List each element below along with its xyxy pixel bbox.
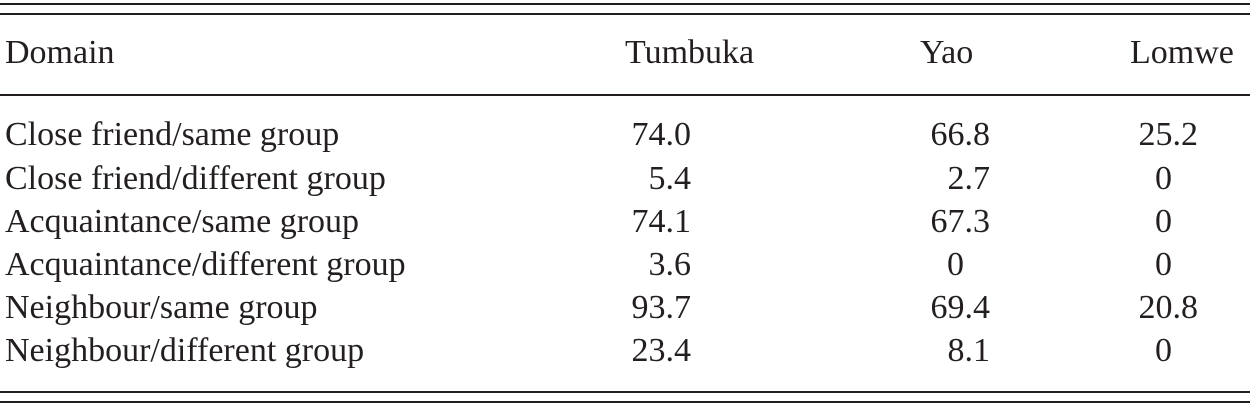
value-cell: 93.7 xyxy=(632,289,692,326)
row-label: Close friend/same group xyxy=(5,116,339,153)
value-cell: 0 xyxy=(1155,246,1172,283)
value-cell: 23.4 xyxy=(632,332,692,369)
value-cell: 66.8 xyxy=(931,116,991,153)
value-cell: 67.3 xyxy=(931,203,991,240)
row-label: Neighbour/same group xyxy=(5,289,318,326)
value-cell: 5.4 xyxy=(649,160,692,197)
value-cell: 2.7 xyxy=(948,160,991,197)
value-cell: 25.2 xyxy=(1139,116,1199,153)
value-cell: 69.4 xyxy=(931,289,991,326)
value-cell: 20.8 xyxy=(1139,289,1199,326)
header-cell: Tumbuka xyxy=(625,34,754,71)
value-cell: 0 xyxy=(1155,203,1172,240)
value-cell: 74.0 xyxy=(632,116,692,153)
header-cell: Lomwe xyxy=(1130,34,1234,71)
value-cell: 74.1 xyxy=(632,203,692,240)
header-cell: Domain xyxy=(5,34,115,71)
header-cell: Yao xyxy=(920,34,973,71)
value-cell: 3.6 xyxy=(649,246,692,283)
row-label: Close friend/different group xyxy=(5,160,386,197)
value-cell: 0 xyxy=(1155,160,1172,197)
value-cell: 0 xyxy=(947,246,964,283)
row-label: Acquaintance/same group xyxy=(5,203,359,240)
row-label: Neighbour/different group xyxy=(5,332,364,369)
value-cell: 8.1 xyxy=(948,332,991,369)
row-label: Acquaintance/different group xyxy=(5,246,406,283)
value-cell: 0 xyxy=(1155,332,1172,369)
